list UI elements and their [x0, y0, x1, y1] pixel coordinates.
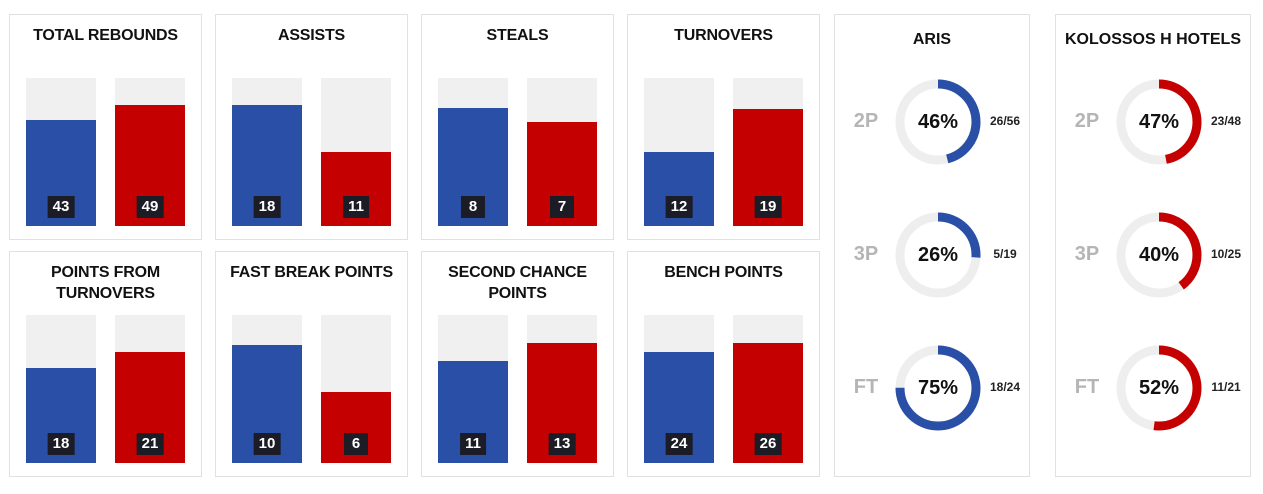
- shooting-percentage: 52%: [1138, 377, 1180, 399]
- bar-value-label: 49: [136, 196, 164, 218]
- bar-value-label: 12: [665, 196, 693, 218]
- shooting-ring: 75%: [893, 343, 983, 433]
- bar-value-label: 19: [754, 196, 782, 218]
- bar-track: 43: [26, 78, 96, 226]
- ring-arc: [895, 345, 981, 431]
- bar-value-label: 7: [550, 196, 574, 218]
- bar-value-label: 6: [344, 433, 368, 455]
- shot-type-label: 2P: [853, 110, 879, 132]
- bar-value-label: 8: [461, 196, 485, 218]
- stat-title: TOTAL REBOUNDS: [33, 27, 178, 44]
- shooting-ring: 26%: [893, 210, 983, 300]
- stat-title: BENCH POINTS: [664, 264, 783, 281]
- shot-type-label: 3P: [853, 243, 879, 265]
- shooting-ring: 46%: [893, 77, 983, 167]
- stat-card-bench-points: BENCH POINTS 24 26: [627, 251, 820, 477]
- shot-type-label: 2P: [1074, 110, 1100, 132]
- made-attempted: 23/48: [1210, 114, 1242, 128]
- stat-card-assists: ASSISTS 18 11: [215, 14, 408, 240]
- shooting-percentage: 75%: [917, 377, 959, 399]
- bar-value-label: 11: [343, 196, 369, 218]
- bar-track: 18: [232, 78, 302, 226]
- stat-card-points-from-turnovers: POINTS FROM TURNOVERS 18 21: [9, 251, 202, 477]
- ring-arc: [1116, 345, 1202, 431]
- stat-card-steals: STEALS 8 7: [421, 14, 614, 240]
- bar-track: 24: [644, 315, 714, 463]
- bar-track: 11: [321, 78, 391, 226]
- made-attempted: 18/24: [989, 380, 1021, 394]
- bar-value-label: 11: [460, 433, 486, 455]
- bar-track: 11: [438, 315, 508, 463]
- ring-arc: [895, 212, 981, 298]
- shooting-ring: 40%: [1114, 210, 1204, 300]
- shooting-percentage: 26%: [917, 244, 959, 266]
- shooting-ring: 52%: [1114, 343, 1204, 433]
- stat-title: STEALS: [486, 27, 549, 44]
- bar-track: 13: [527, 315, 597, 463]
- made-attempted: 11/21: [1211, 380, 1241, 394]
- bar-value-label: 10: [253, 433, 281, 455]
- bar-value-label: 21: [136, 433, 164, 455]
- stat-card-second-chance-points: SECOND CHANCE POINTS 11 13: [421, 251, 614, 477]
- team-title: KOLOSSOS H HOTELS: [1064, 31, 1241, 48]
- team-shooting-card-aris: ARIS 2P 46% 26/56 3P 26% 5/19 FT 75% 18/24: [834, 14, 1030, 477]
- stat-title: POINTS FROM TURNOVERS: [51, 264, 160, 302]
- made-attempted: 10/25: [1210, 247, 1242, 261]
- shooting-percentage: 40%: [1138, 244, 1180, 266]
- ring-arc: [1116, 79, 1202, 165]
- bar-value-label: 26: [754, 433, 782, 455]
- bar-track: 26: [733, 315, 803, 463]
- shooting-percentage: 47%: [1138, 111, 1180, 133]
- bar-track: 6: [321, 315, 391, 463]
- bar-value-label: 18: [47, 433, 75, 455]
- bar-track: 8: [438, 78, 508, 226]
- bar-value-label: 18: [253, 196, 281, 218]
- bar-track: 19: [733, 78, 803, 226]
- bar-value-label: 24: [665, 433, 693, 455]
- made-attempted: 5/19: [993, 247, 1017, 261]
- stat-title: FAST BREAK POINTS: [230, 264, 393, 281]
- stat-card-fast-break-points: FAST BREAK POINTS 10 6: [215, 251, 408, 477]
- made-attempted: 26/56: [989, 114, 1021, 128]
- shot-type-label: FT: [853, 376, 879, 398]
- ring-arc: [1116, 212, 1202, 298]
- bar-value-label: 13: [548, 433, 576, 455]
- stat-card-total-rebounds: TOTAL REBOUNDS 43 49: [9, 14, 202, 240]
- stat-title: ASSISTS: [277, 27, 346, 44]
- ring-arc: [895, 79, 981, 165]
- stat-card-turnovers: TURNOVERS 12 19: [627, 14, 820, 240]
- shooting-ring: 47%: [1114, 77, 1204, 167]
- bar-track: 10: [232, 315, 302, 463]
- bar-track: 21: [115, 315, 185, 463]
- team-title: ARIS: [912, 31, 952, 48]
- bar-track: 49: [115, 78, 185, 226]
- team-shooting-card-kolossos-h-hotels: KOLOSSOS H HOTELS 2P 47% 23/48 3P 40% 10/25 FT 5…: [1055, 14, 1251, 477]
- bar-track: 7: [527, 78, 597, 226]
- shot-type-label: 3P: [1074, 243, 1100, 265]
- bar-value-label: 43: [47, 196, 75, 218]
- shot-type-label: FT: [1074, 376, 1100, 398]
- bar-track: 12: [644, 78, 714, 226]
- shooting-percentage: 46%: [917, 111, 959, 133]
- bar-track: 18: [26, 315, 96, 463]
- stat-title: SECOND CHANCE POINTS: [448, 264, 587, 302]
- stat-title: TURNOVERS: [674, 27, 773, 44]
